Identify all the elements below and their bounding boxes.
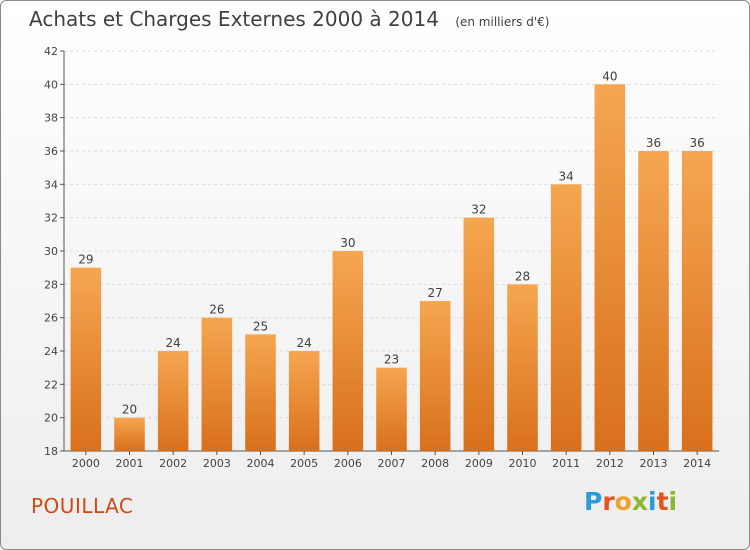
y-tick-label: 32 (44, 212, 58, 225)
chart-title-text: Achats et Charges Externes 2000 à 2014 (29, 7, 439, 31)
bar-2007 (376, 367, 407, 451)
logo-letter: x (631, 487, 648, 516)
data-label-2012: 40 (602, 69, 617, 83)
x-tick-label-2000: 2000 (72, 457, 100, 470)
data-label-2013: 36 (646, 136, 661, 150)
bar-2010 (507, 284, 538, 451)
y-tick-label: 24 (44, 345, 58, 358)
bar-2006 (332, 251, 364, 451)
bar-2001 (114, 417, 145, 451)
x-tick-label-2013: 2013 (640, 457, 668, 470)
bar-2000 (70, 267, 102, 451)
bar-2004 (245, 334, 276, 451)
bar-2005 (288, 351, 320, 451)
y-tick-label: 42 (44, 45, 58, 58)
logo-letter: o (614, 487, 632, 516)
chart-title: Achats et Charges Externes 2000 à 2014 (… (29, 7, 549, 31)
bar-2002 (157, 351, 189, 451)
x-tick-label-2011: 2011 (552, 457, 580, 470)
x-tick-label-2010: 2010 (509, 457, 537, 470)
x-tick-label-2009: 2009 (465, 457, 493, 470)
x-tick-label-2012: 2012 (596, 457, 624, 470)
y-tick-label: 38 (44, 112, 58, 125)
data-label-2004: 25 (253, 319, 268, 333)
data-label-2009: 32 (471, 203, 486, 217)
logo-letter: t (656, 487, 669, 516)
logo-letter: r (602, 487, 615, 516)
x-tick-label-2008: 2008 (421, 457, 449, 470)
data-label-2001: 20 (122, 403, 137, 417)
chart-unit: (en milliers d'€) (455, 15, 550, 29)
y-tick-label: 40 (44, 78, 58, 91)
data-label-2000: 29 (78, 253, 93, 267)
bar-2013 (638, 151, 669, 451)
x-tick-label-2003: 2003 (203, 457, 231, 470)
logo-letter: i (648, 487, 657, 516)
logo-letter: P (584, 487, 603, 516)
data-label-2010: 28 (515, 269, 530, 283)
bar-2014 (681, 151, 713, 451)
data-label-2008: 27 (428, 286, 443, 300)
bar-2012 (594, 84, 626, 451)
proxiti-logo: Proxiti (584, 487, 677, 516)
x-tick-label-2005: 2005 (290, 457, 318, 470)
x-tick-label-2002: 2002 (159, 457, 187, 470)
data-label-2002: 24 (166, 336, 181, 350)
x-tick-label-2007: 2007 (378, 457, 406, 470)
data-label-2011: 34 (559, 169, 574, 183)
logo-letter: i (668, 487, 678, 516)
data-label-2014: 36 (690, 136, 705, 150)
y-tick-label: 36 (44, 145, 58, 158)
data-label-2005: 24 (297, 336, 312, 350)
x-tick-label-2001: 2001 (116, 457, 144, 470)
x-tick-label-2004: 2004 (247, 457, 275, 470)
y-tick-label: 22 (44, 378, 58, 391)
data-label-2007: 23 (384, 353, 399, 367)
bar-2003 (201, 317, 233, 451)
y-tick-label: 26 (44, 312, 58, 325)
data-label-2003: 26 (209, 303, 224, 317)
bar-2009 (463, 217, 495, 451)
x-tick-label-2006: 2006 (334, 457, 362, 470)
data-label-2006: 30 (340, 236, 355, 250)
y-tick-label: 28 (44, 278, 58, 291)
y-tick-label: 20 (44, 412, 58, 425)
bar-2008 (419, 301, 451, 451)
town-name: POUILLAC (31, 494, 134, 518)
x-tick-label-2014: 2014 (683, 457, 711, 470)
y-tick-label: 34 (44, 178, 58, 191)
y-tick-label: 30 (44, 245, 58, 258)
bar-2011 (550, 184, 582, 452)
y-tick-label: 18 (44, 445, 58, 458)
